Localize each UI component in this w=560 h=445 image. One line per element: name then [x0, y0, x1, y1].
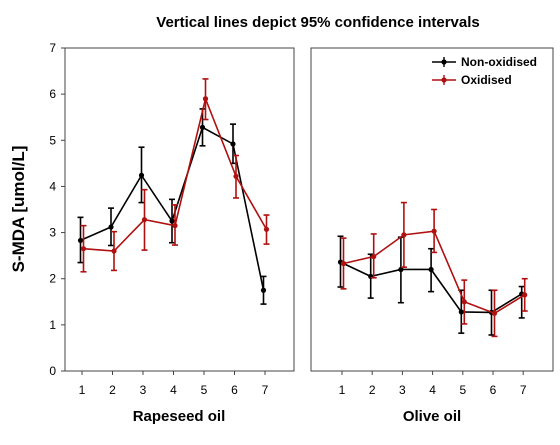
- y-tick-label: 7: [49, 41, 56, 55]
- y-tick-label: 6: [49, 87, 56, 101]
- data-point: [77, 237, 84, 244]
- y-axis-ticks: 0 1 2 3 4 5 6 7: [49, 41, 65, 378]
- y-tick-label: 0: [49, 364, 56, 378]
- x-tick-label: 1: [339, 383, 346, 397]
- data-point: [398, 266, 404, 273]
- data-point: [141, 217, 148, 223]
- data-point: [260, 287, 267, 293]
- y-tick-label: 4: [49, 179, 56, 193]
- x-tick-label: 4: [429, 383, 436, 397]
- data-point: [461, 299, 467, 305]
- data-point: [263, 226, 270, 232]
- y-axis-label: S-MDA [umol/L]: [9, 146, 28, 273]
- data-point: [340, 260, 347, 267]
- x-tick-label: 2: [369, 383, 376, 397]
- data-point: [202, 96, 209, 102]
- x-tick-label: 5: [459, 383, 466, 397]
- y-tick-label: 5: [49, 133, 56, 147]
- data-point: [428, 266, 434, 273]
- data-point: [431, 228, 437, 234]
- y-tick-label: 3: [49, 226, 56, 240]
- x-tick-label: 7: [262, 383, 269, 397]
- x-tick-label: 3: [140, 383, 147, 397]
- data-point: [108, 224, 114, 230]
- data-point: [371, 253, 377, 260]
- data-point: [522, 292, 528, 298]
- x-tick-label: 5: [201, 383, 208, 397]
- data-point: [138, 172, 145, 178]
- data-point: [172, 223, 178, 229]
- data-point: [169, 218, 175, 224]
- x-tick-label: 6: [490, 383, 497, 397]
- x-tick-label: 1: [79, 383, 86, 397]
- data-point: [111, 248, 117, 254]
- data-point: [199, 124, 206, 130]
- legend-label: Non-oxidised: [461, 55, 537, 69]
- panel-rapeseed: 1 2 3 4 5 6 7: [77, 78, 270, 397]
- x-axis-label-rapeseed: Rapeseed oil: [133, 408, 226, 425]
- legend-marker: [441, 77, 447, 83]
- y-tick-label: 2: [49, 272, 56, 286]
- legend-marker: [441, 59, 447, 65]
- data-point: [230, 141, 236, 147]
- x-tick-label: 4: [170, 383, 177, 397]
- legend: Non-oxidised Oxidised: [432, 55, 537, 87]
- data-point: [458, 309, 464, 315]
- x-tick-label: 3: [399, 383, 406, 397]
- x-axis-label-olive: Olive oil: [403, 408, 461, 425]
- y-tick-label: 1: [49, 318, 56, 332]
- panel-olive: 1 2 3 4 5 6 7: [337, 201, 528, 397]
- data-point: [233, 173, 239, 179]
- x-tick-label: 6: [231, 383, 238, 397]
- chart-title: Vertical lines depict 95% confidence int…: [156, 14, 479, 31]
- data-point: [80, 246, 87, 252]
- x-tick-label: 7: [520, 383, 527, 397]
- legend-label: Oxidised: [461, 73, 512, 87]
- data-point: [401, 232, 407, 238]
- data-point: [491, 310, 498, 316]
- x-tick-label: 2: [109, 383, 116, 397]
